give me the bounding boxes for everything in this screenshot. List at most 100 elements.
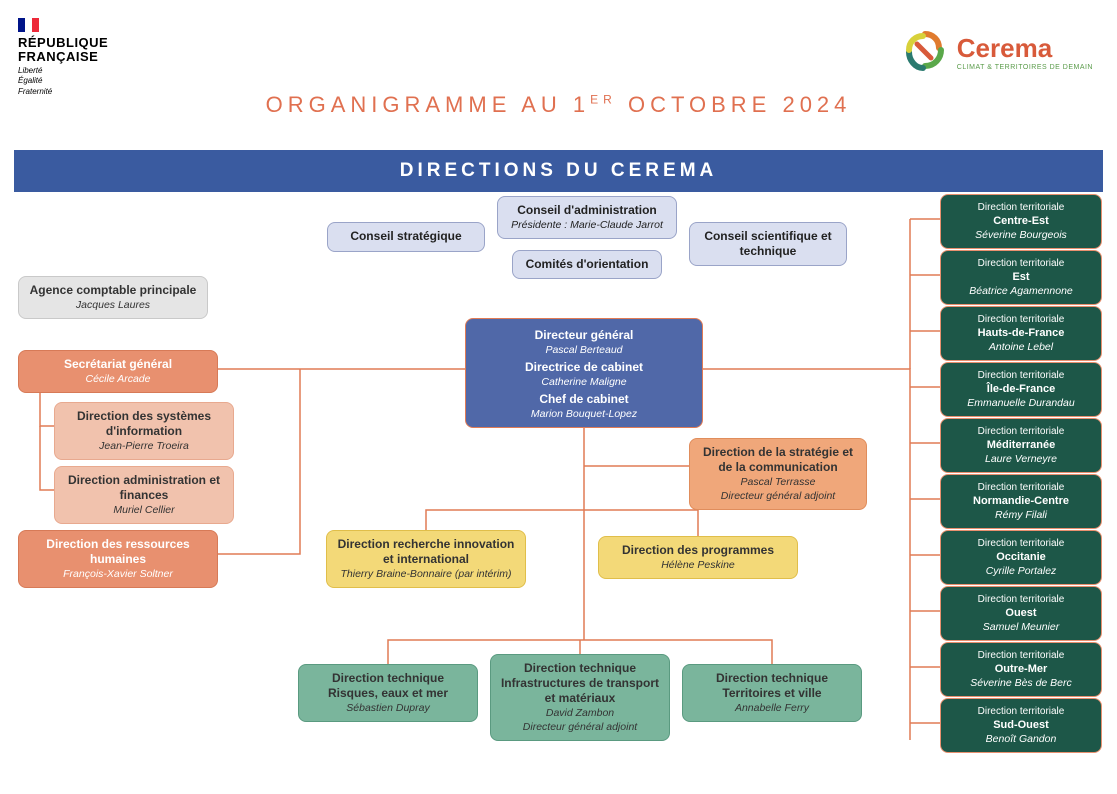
- box-sub: Jean-Pierre Troeira: [63, 440, 225, 453]
- title-pre: ORGANIGRAMME AU 1: [266, 92, 591, 117]
- cerema-tagline: CLIMAT & TERRITOIRES DE DEMAIN: [957, 64, 1093, 71]
- territory-person: Séverine Bourgeois: [949, 229, 1093, 242]
- territory-person: Benoît Gandon: [949, 733, 1093, 746]
- box-directeur-general: Directeur général Pascal Berteaud Direct…: [465, 318, 703, 428]
- title-sup: ER: [590, 93, 617, 107]
- box-sub: Pascal Terrasse: [698, 476, 858, 489]
- box-sub2: Directeur général adjoint: [499, 721, 661, 734]
- territory-pretitle: Direction territoriale: [949, 538, 1093, 551]
- rf-line2: FRANÇAISE: [18, 50, 108, 64]
- territory-pretitle: Direction territoriale: [949, 594, 1093, 607]
- territory-person: Cyrille Portalez: [949, 565, 1093, 578]
- territory-name: Ouest: [949, 607, 1093, 621]
- box-sub: Thierry Braine-Bonnaire (par intérim): [335, 568, 517, 581]
- territory-pretitle: Direction territoriale: [949, 202, 1093, 215]
- territory-pretitle: Direction territoriale: [949, 650, 1093, 663]
- title-post: OCTOBRE 2024: [617, 92, 852, 117]
- box-sub: François-Xavier Soltner: [27, 568, 209, 581]
- org-chart: Agence comptable principale Jacques Laur…: [0, 170, 1117, 794]
- box-direction-admin-finances: Direction administration et finances Mur…: [54, 466, 234, 524]
- territory-name: Est: [949, 271, 1093, 285]
- territory-person: Béatrice Agamennone: [949, 285, 1093, 298]
- territory-name: Occitanie: [949, 551, 1093, 565]
- france-flag-icon: [18, 18, 108, 32]
- dg-name1: Pascal Berteaud: [474, 344, 694, 357]
- territory-name: Centre-Est: [949, 215, 1093, 229]
- box-direction-technique-itm: Direction technique Infrastructures de t…: [490, 654, 670, 741]
- territory-name: Méditerranée: [949, 439, 1093, 453]
- dg-name3: Marion Bouquet-Lopez: [474, 408, 694, 421]
- box-sub: Muriel Cellier: [63, 504, 225, 517]
- box-title: Direction technique Infrastructures de t…: [499, 661, 661, 706]
- box-direction-technique-tv: Direction technique Territoires et ville…: [682, 664, 862, 722]
- territory-pretitle: Direction territoriale: [949, 314, 1093, 327]
- territory-pretitle: Direction territoriale: [949, 706, 1093, 719]
- box-title: Comités d'orientation: [521, 257, 653, 272]
- territory-name: Île-de-France: [949, 383, 1093, 397]
- box-territoire-outre-mer: Direction territorialeOutre-MerSéverine …: [940, 642, 1102, 697]
- box-title: Agence comptable principale: [27, 283, 199, 298]
- box-territoire-occitanie: Direction territorialeOccitanieCyrille P…: [940, 530, 1102, 585]
- territory-person: Séverine Bès de Berc: [949, 677, 1093, 690]
- motto-liberte: Liberté: [18, 67, 108, 76]
- territory-person: Emmanuelle Durandau: [949, 397, 1093, 410]
- box-direction-programmes: Direction des programmes Hélène Peskine: [598, 536, 798, 579]
- box-title: Direction de la stratégie et de la commu…: [698, 445, 858, 475]
- box-agence-comptable: Agence comptable principale Jacques Laur…: [18, 276, 208, 319]
- box-sub: Présidente : Marie-Claude Jarrot: [506, 219, 668, 232]
- box-title: Direction des ressources humaines: [27, 537, 209, 567]
- box-direction-technique-rem: Direction technique Risques, eaux et mer…: [298, 664, 478, 722]
- box-direction-systemes-information: Direction des systèmes d'information Jea…: [54, 402, 234, 460]
- box-sub: Cécile Arcade: [27, 373, 209, 386]
- cerema-brand: Cerema: [957, 33, 1093, 64]
- territory-name: Sud-Ouest: [949, 719, 1093, 733]
- dg-role1: Directeur général: [474, 328, 694, 343]
- box-sub: Hélène Peskine: [607, 559, 789, 572]
- box-title: Direction des systèmes d'information: [63, 409, 225, 439]
- box-territoire-normandie-centre: Direction territorialeNormandie-CentreRé…: [940, 474, 1102, 529]
- dg-name2: Catherine Maligne: [474, 376, 694, 389]
- territory-person: Antoine Lebel: [949, 341, 1093, 354]
- logo-republique-francaise: RÉPUBLIQUE FRANÇAISE Liberté Égalité Fra…: [18, 18, 108, 97]
- territory-person: Laure Verneyre: [949, 453, 1093, 466]
- box-sub: Sébastien Dupray: [307, 702, 469, 715]
- box-sub: Jacques Laures: [27, 299, 199, 312]
- box-sub: David Zambon: [499, 707, 661, 720]
- box-sub: Annabelle Ferry: [691, 702, 853, 715]
- box-conseil-strategique: Conseil stratégique: [327, 222, 485, 252]
- box-title: Conseil scientifique et technique: [698, 229, 838, 259]
- box-territoire--le-de-france: Direction territorialeÎle-de-FranceEmman…: [940, 362, 1102, 417]
- rf-line1: RÉPUBLIQUE: [18, 36, 108, 50]
- box-title: Direction technique Risques, eaux et mer: [307, 671, 469, 701]
- box-title: Secrétariat général: [27, 357, 209, 372]
- territory-person: Rémy Filali: [949, 509, 1093, 522]
- box-direction-recherche-innovation: Direction recherche innovation et intern…: [326, 530, 526, 588]
- box-title: Direction technique Territoires et ville: [691, 671, 853, 701]
- box-territoire-est: Direction territorialeEstBéatrice Agamen…: [940, 250, 1102, 305]
- box-conseil-administration: Conseil d'administration Présidente : Ma…: [497, 196, 677, 239]
- box-direction-ressources-humaines: Direction des ressources humaines Franço…: [18, 530, 218, 588]
- cerema-swirl-icon: [903, 30, 947, 74]
- box-title: Direction recherche innovation et intern…: [335, 537, 517, 567]
- box-secretariat-general: Secrétariat général Cécile Arcade: [18, 350, 218, 393]
- box-territoire-centre-est: Direction territorialeCentre-EstSéverine…: [940, 194, 1102, 249]
- box-comites-orientation: Comités d'orientation: [512, 250, 662, 279]
- dg-role3: Chef de cabinet: [474, 392, 694, 407]
- box-title: Direction administration et finances: [63, 473, 225, 503]
- box-territoire-ouest: Direction territorialeOuestSamuel Meunie…: [940, 586, 1102, 641]
- dg-role2: Directrice de cabinet: [474, 360, 694, 375]
- territory-name: Normandie-Centre: [949, 495, 1093, 509]
- box-territoire-hauts-de-france: Direction territorialeHauts-de-FranceAnt…: [940, 306, 1102, 361]
- territory-name: Hauts-de-France: [949, 327, 1093, 341]
- logo-cerema: Cerema CLIMAT & TERRITOIRES DE DEMAIN: [903, 30, 1093, 74]
- territory-name: Outre-Mer: [949, 663, 1093, 677]
- box-territoire-sud-ouest: Direction territorialeSud-OuestBenoît Ga…: [940, 698, 1102, 753]
- territory-pretitle: Direction territoriale: [949, 426, 1093, 439]
- territory-person: Samuel Meunier: [949, 621, 1093, 634]
- territory-pretitle: Direction territoriale: [949, 370, 1093, 383]
- page-title: ORGANIGRAMME AU 1ER OCTOBRE 2024: [0, 92, 1117, 118]
- box-conseil-scientifique: Conseil scientifique et technique: [689, 222, 847, 266]
- box-title: Direction des programmes: [607, 543, 789, 558]
- territory-pretitle: Direction territoriale: [949, 482, 1093, 495]
- box-title: Conseil d'administration: [506, 203, 668, 218]
